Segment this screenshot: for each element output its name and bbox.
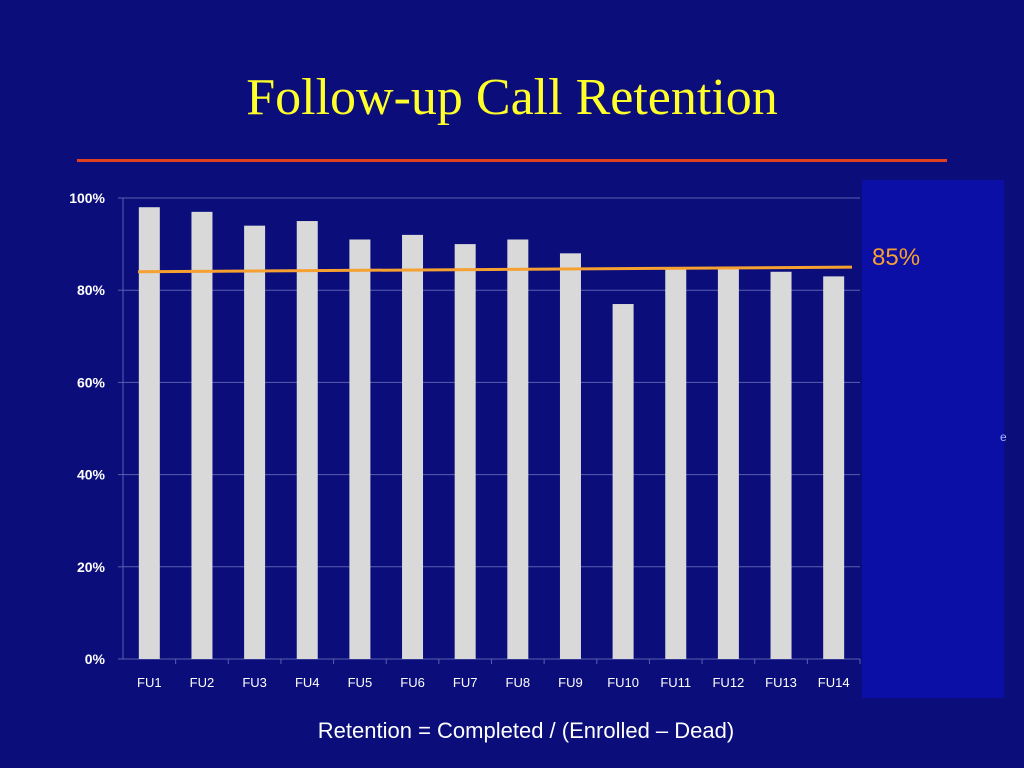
y-tick-label: 40% [77,467,106,483]
bars [138,207,845,660]
x-tick-label: FU2 [190,675,215,690]
x-tick-label: FU8 [506,675,531,690]
axis-labels: 0% 20% 40% 60% 80% 100% FU1 FU2 FU3 FU4 FU5 FU6 FU7 F… [69,190,849,690]
gridlines [123,197,860,568]
bar [244,225,266,659]
x-tick-label: FU12 [712,675,744,690]
bar [612,304,634,659]
x-tick-label: FU7 [453,675,478,690]
y-tick-label: 0% [85,651,106,667]
y-tick-label: 100% [69,190,105,206]
bar [296,221,318,660]
x-tick-label: FU6 [400,675,425,690]
x-tick-label: FU10 [607,675,639,690]
x-tick-label: FU3 [242,675,267,690]
x-tick-label: FU14 [818,675,850,690]
bar [454,244,476,659]
panel-text-fragment: e [1000,430,1007,444]
bar [823,276,845,659]
x-tick-label: FU11 [660,675,691,690]
x-tick-label: FU4 [295,675,320,690]
target-line [137,265,853,274]
title-divider [77,159,947,162]
side-panel [862,180,1004,698]
target-line-label: 85% [872,244,920,271]
x-tick-label: FU9 [558,675,583,690]
bar [507,239,529,660]
bar [349,239,371,660]
x-tick-label: FU1 [137,675,162,690]
target-line-group: 85% [137,244,920,274]
bar [665,267,687,659]
bar [770,271,792,659]
y-tick-label: 60% [77,374,106,390]
slide-title: Follow-up Call Retention [246,69,778,126]
x-tick-label: FU5 [348,675,373,690]
bar [559,253,581,659]
y-tick-label: 20% [77,559,106,575]
bar [191,211,213,659]
y-tick-label: 80% [77,282,106,298]
bar [402,234,424,659]
retention-formula-footer: Retention = Completed / (Enrolled – Dead… [317,718,735,743]
bar [717,267,739,659]
bar [138,207,160,659]
x-tick-label: FU13 [765,675,797,690]
